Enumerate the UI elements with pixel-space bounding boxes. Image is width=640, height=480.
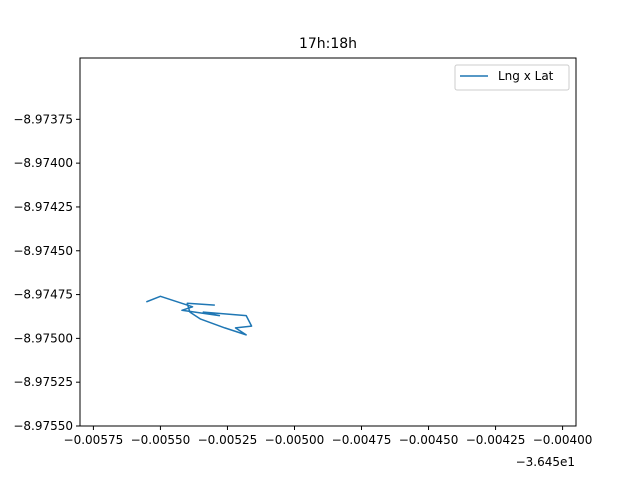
x-axis-offset-label: −3.645e1 — [516, 455, 575, 469]
series-layer — [146, 295, 253, 336]
y-tick-label: −8.97450 — [13, 244, 73, 258]
chart-title: 17h:18h — [299, 36, 357, 52]
legend: Lng x Lat — [454, 64, 570, 91]
x-tick-label: −0.00550 — [131, 433, 191, 447]
legend-label-lng-x-lat: Lng x Lat — [498, 69, 554, 83]
y-tick-label: −8.97525 — [13, 375, 73, 389]
plot-area-frame — [79, 57, 577, 427]
y-tick-label: −8.97500 — [13, 331, 73, 345]
series-line-lng-x-lat — [146, 295, 253, 336]
x-tick-label: −0.00575 — [64, 433, 124, 447]
x-tick-label: −0.00425 — [466, 433, 526, 447]
x-tick-label: −0.00450 — [399, 433, 459, 447]
x-tick-label: −0.00475 — [332, 433, 392, 447]
y-axis: −8.97375 −8.97400 −8.97425 −8.97450 −8.97475… — [13, 112, 80, 433]
y-tick-label: −8.97550 — [13, 419, 73, 433]
y-tick-label: −8.97400 — [13, 156, 73, 170]
y-tick-label: −8.97425 — [13, 200, 73, 214]
x-tick-label: −0.00400 — [533, 433, 593, 447]
x-tick-label: −0.00500 — [265, 433, 325, 447]
y-tick-label: −8.97475 — [13, 288, 73, 302]
x-tick-label: −0.00525 — [198, 433, 258, 447]
x-axis: −0.00575 −0.00550 −0.00525 −0.00500 −0.00475… — [64, 426, 593, 447]
legend-box — [454, 64, 570, 91]
y-tick-label: −8.97375 — [13, 112, 73, 126]
